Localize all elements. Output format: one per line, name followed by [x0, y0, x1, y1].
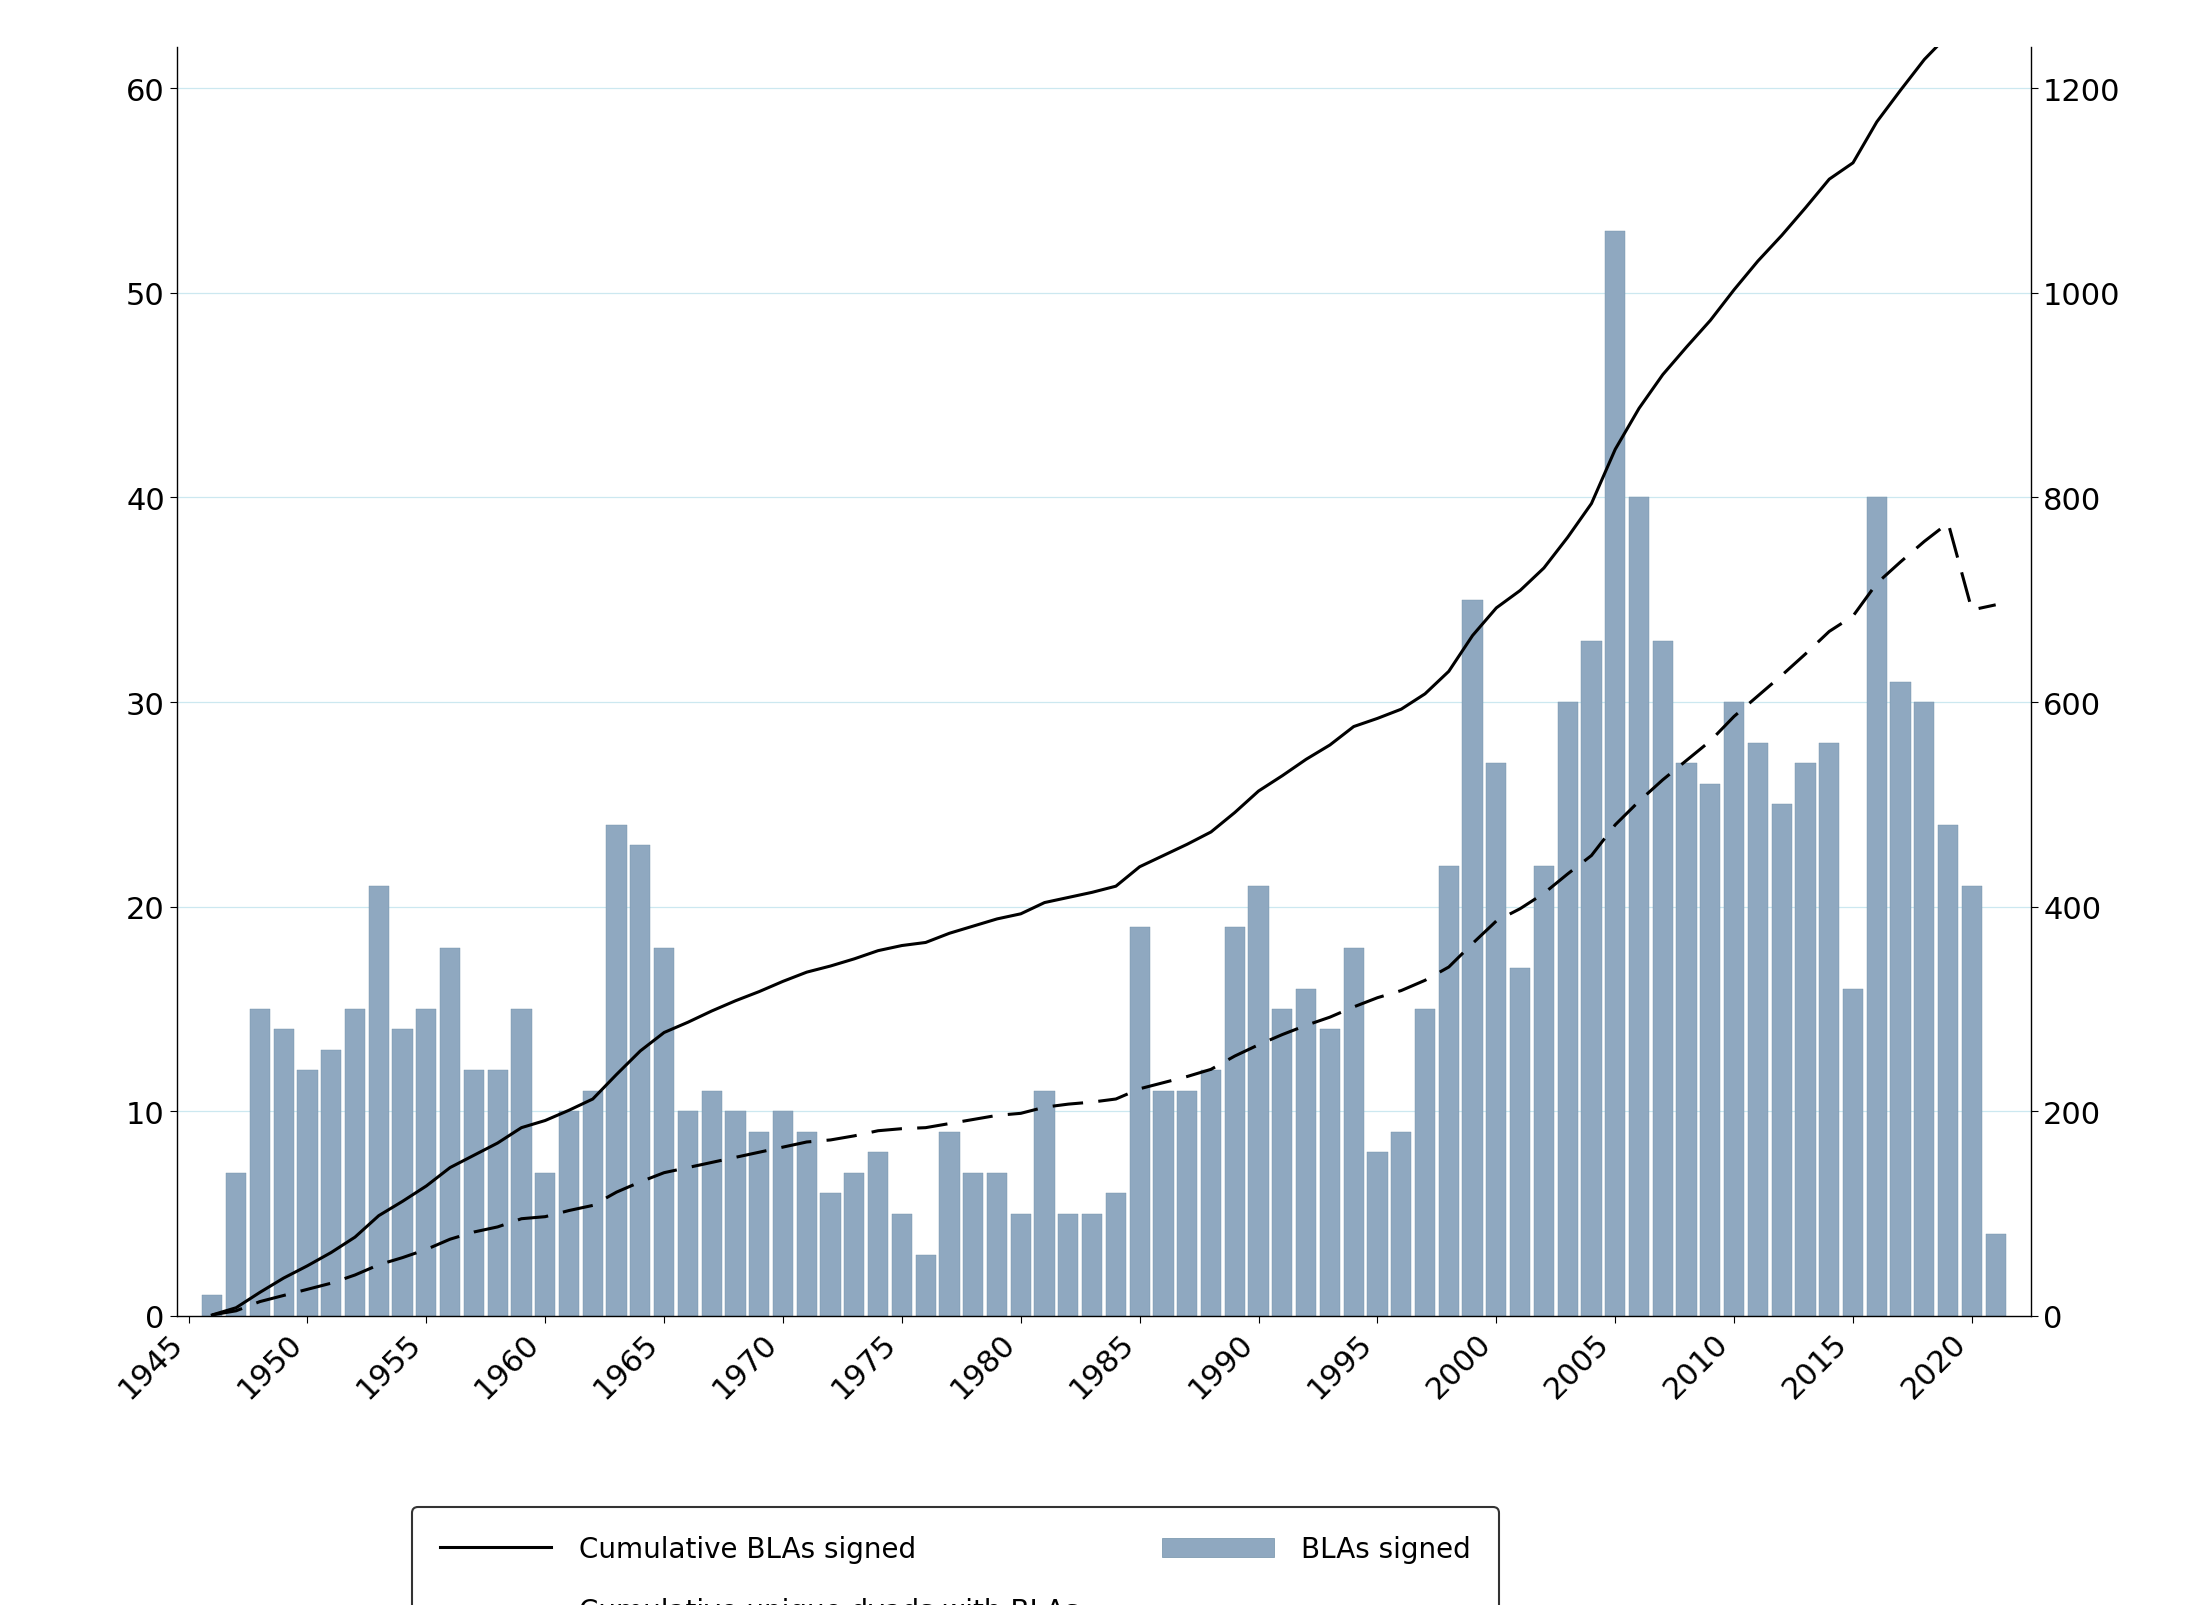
Bar	[534, 1173, 554, 1316]
Bar	[1630, 498, 1649, 1316]
Bar	[1700, 785, 1720, 1316]
Bar	[559, 1112, 578, 1316]
Bar	[1225, 928, 1245, 1316]
Bar	[1963, 886, 1983, 1316]
Bar	[250, 1010, 269, 1316]
Bar	[1535, 867, 1554, 1316]
Bar	[1654, 642, 1674, 1316]
Bar	[1296, 989, 1316, 1316]
Bar	[797, 1132, 817, 1316]
Bar	[1486, 764, 1506, 1316]
Bar	[938, 1132, 960, 1316]
Bar	[488, 1071, 508, 1316]
Bar	[1248, 886, 1270, 1316]
Bar	[1771, 804, 1793, 1316]
Bar	[1320, 1030, 1340, 1316]
Bar	[320, 1050, 342, 1316]
Bar	[1510, 968, 1530, 1316]
Bar	[654, 949, 673, 1316]
Bar	[1130, 928, 1150, 1316]
Bar	[1058, 1213, 1078, 1316]
Bar	[1890, 682, 1910, 1316]
Bar	[702, 1091, 722, 1316]
Bar	[1819, 743, 1839, 1316]
Bar	[512, 1010, 532, 1316]
Bar	[1866, 498, 1888, 1316]
Legend: Cumulative BLAs signed, Cumulative unique dyads with BLAs, BLAs signed: Cumulative BLAs signed, Cumulative uniqu…	[413, 1507, 1499, 1605]
Bar	[678, 1112, 698, 1316]
Bar	[629, 846, 651, 1316]
Bar	[892, 1213, 912, 1316]
Bar	[916, 1255, 936, 1316]
Bar	[225, 1173, 245, 1316]
Bar	[1985, 1234, 2005, 1316]
Bar	[1201, 1071, 1221, 1316]
Bar	[1082, 1213, 1102, 1316]
Bar	[203, 1295, 223, 1316]
Bar	[773, 1112, 793, 1316]
Bar	[726, 1112, 746, 1316]
Bar	[1462, 600, 1482, 1316]
Bar	[1177, 1091, 1197, 1316]
Bar	[415, 1010, 437, 1316]
Bar	[1581, 642, 1601, 1316]
Bar	[1272, 1010, 1292, 1316]
Bar	[1676, 764, 1696, 1316]
Bar	[1367, 1152, 1387, 1316]
Bar	[607, 825, 627, 1316]
Bar	[1749, 743, 1769, 1316]
Bar	[963, 1173, 983, 1316]
Bar	[583, 1091, 603, 1316]
Bar	[1605, 233, 1625, 1316]
Bar	[1557, 703, 1579, 1316]
Bar	[439, 949, 459, 1316]
Bar	[393, 1030, 413, 1316]
Bar	[464, 1071, 484, 1316]
Bar	[1440, 867, 1459, 1316]
Bar	[987, 1173, 1007, 1316]
Bar	[369, 886, 389, 1316]
Bar	[1153, 1091, 1172, 1316]
Bar	[344, 1010, 364, 1316]
Bar	[821, 1194, 841, 1316]
Bar	[1914, 703, 1934, 1316]
Bar	[868, 1152, 888, 1316]
Bar	[1844, 989, 1864, 1316]
Bar	[298, 1071, 318, 1316]
Bar	[1011, 1213, 1031, 1316]
Bar	[749, 1132, 768, 1316]
Bar	[1036, 1091, 1055, 1316]
Bar	[1415, 1010, 1435, 1316]
Bar	[1342, 949, 1365, 1316]
Bar	[843, 1173, 866, 1316]
Bar	[1106, 1194, 1126, 1316]
Bar	[1795, 764, 1815, 1316]
Bar	[1724, 703, 1744, 1316]
Bar	[1939, 825, 1958, 1316]
Bar	[1391, 1132, 1411, 1316]
Bar	[274, 1030, 294, 1316]
